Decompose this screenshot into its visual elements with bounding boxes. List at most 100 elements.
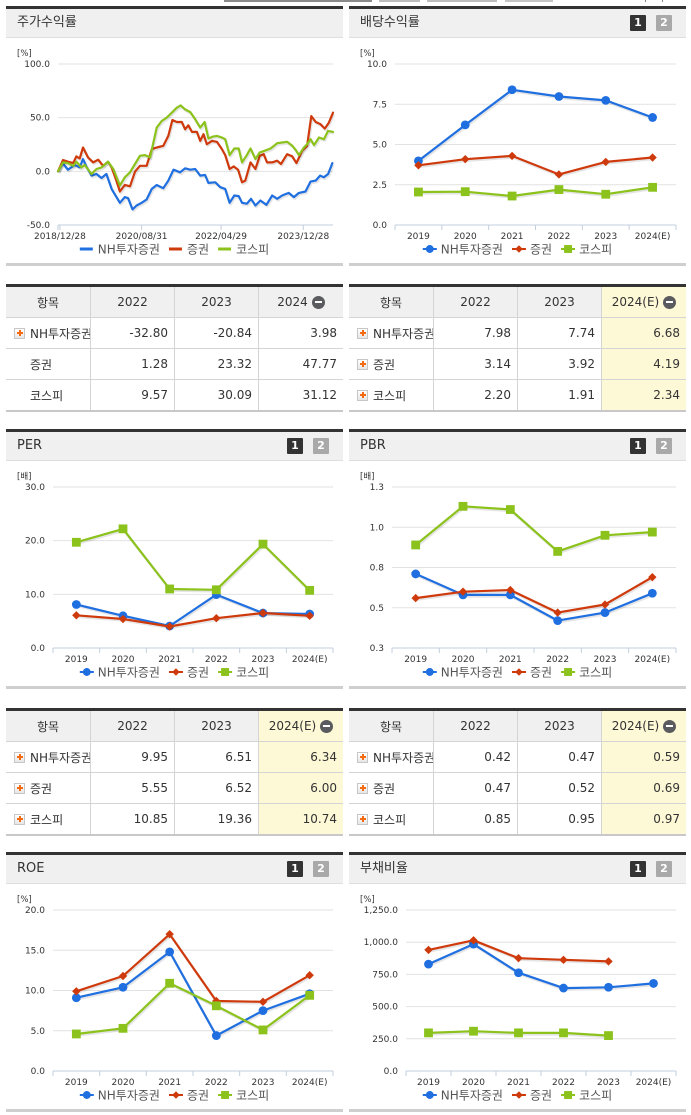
legend-item-kospi[interactable]: 코스피 [561, 1089, 612, 1103]
table-row: 증권 0.47 0.52 0.69 [349, 772, 686, 803]
cutoff-tab-4[interactable] [505, 0, 553, 2]
header-label: 2024(E) [611, 295, 660, 309]
page-1-button[interactable]: 1 [287, 861, 303, 877]
cutoff-tab-2[interactable] [379, 0, 420, 2]
page-1-button[interactable]: 1 [287, 438, 303, 454]
y-unit-label: [%] [360, 49, 375, 59]
data-point-circle-icon [600, 608, 610, 617]
expand-plus-icon[interactable] [357, 358, 368, 370]
y-unit-label: [%] [17, 895, 32, 905]
icon-spacer [14, 359, 25, 370]
collapse-minus-icon[interactable] [663, 295, 677, 309]
collapse-minus-icon[interactable] [320, 719, 334, 733]
y-tick-label: 250.0 [372, 1035, 398, 1045]
row-label-cell: 코스피 [349, 380, 433, 410]
y-tick-label: 0.3 [370, 644, 384, 654]
cutoff-tab-3[interactable] [427, 0, 497, 2]
page-1-button[interactable]: 1 [630, 15, 646, 31]
legend-item-nh[interactable]: NH투자증권 [79, 666, 160, 680]
expand-plus-icon[interactable] [14, 813, 25, 825]
legend-item-sec[interactable]: 증권 [511, 243, 552, 257]
data-point-diamond-icon [411, 593, 420, 603]
legend-item-sec[interactable]: 증권 [511, 666, 552, 680]
expand-plus-icon[interactable] [357, 813, 368, 825]
x-tick-label: 2020 [452, 655, 475, 665]
legend-item-nh[interactable]: NH투자증권 [79, 1089, 160, 1103]
legend-label: 코스피 [579, 1089, 612, 1103]
cutoff-tab-1[interactable] [224, 0, 372, 2]
page-2-button[interactable]: 2 [656, 861, 672, 877]
y-tick-label: 1,000.0 [364, 938, 399, 948]
collapse-minus-icon[interactable] [311, 295, 325, 309]
data-point-square-icon [221, 1091, 230, 1099]
table-row: 증권 5.55 6.52 6.00 [6, 772, 343, 803]
legend-item-nh[interactable]: NH투자증권 [422, 1089, 503, 1103]
header-label: 2022 [460, 295, 491, 309]
header-label: 2022 [117, 295, 148, 309]
col-header-2023: 2023 [174, 711, 258, 741]
y-tick-label: 0.0 [31, 1067, 46, 1077]
value-cell: 31.12 [258, 380, 343, 410]
value-cell: 7.98 [433, 318, 517, 348]
expand-plus-icon[interactable] [14, 751, 25, 763]
legend-item-kospi[interactable]: 코스피 [218, 666, 269, 680]
legend-item-kospi[interactable]: 코스피 [561, 243, 612, 257]
x-tick-label: 2021 [501, 232, 524, 242]
chart-legend: NH투자증권 증권 코스피 [422, 1089, 612, 1103]
pbr-panel: PBR 1 2 [배] 1.3 1.0 0.8 0.5 0.3 2019 2020 2021 20… [349, 429, 686, 689]
page-2-button[interactable]: 2 [656, 15, 672, 31]
legend-item-kospi[interactable]: 코스피 [218, 243, 269, 257]
expand-plus-icon[interactable] [357, 751, 368, 763]
legend-item-nh[interactable]: NH투자증권 [422, 243, 503, 257]
x-tick-label: 2022 [547, 232, 570, 242]
page-2-button[interactable]: 2 [313, 861, 329, 877]
x-tick-label: 2021 [158, 655, 181, 665]
expand-plus-icon[interactable] [14, 782, 25, 794]
series-shadow [76, 529, 312, 593]
header-label: 항목 [36, 295, 60, 310]
expand-plus-icon[interactable] [14, 327, 25, 339]
series-kospi [56, 104, 335, 189]
legend-item-sec[interactable]: 증권 [511, 1089, 552, 1103]
y-tick-label: 5.0 [373, 141, 388, 151]
y-tick-label: 5.0 [31, 1027, 46, 1037]
page-1-button[interactable]: 1 [630, 438, 646, 454]
legend-item-nh[interactable]: NH투자증권 [79, 243, 160, 257]
legend-item-kospi[interactable]: 코스피 [218, 1089, 269, 1103]
table-row: 코스피 2.20 1.91 2.34 [349, 379, 686, 410]
collapse-minus-icon[interactable] [663, 719, 677, 733]
data-point-square-icon [647, 527, 657, 537]
x-tick-label: 2019 [417, 1078, 440, 1088]
series-kospi [411, 501, 657, 556]
value-cell: 3.92 [517, 349, 601, 379]
legend-label: 코스피 [236, 1089, 269, 1103]
data-point-circle-icon [211, 1031, 221, 1040]
page-2-button[interactable]: 2 [313, 438, 329, 454]
data-point-circle-icon [514, 968, 523, 978]
legend-item-sec[interactable]: 증권 [168, 1089, 209, 1103]
row-label: 코스피 [373, 388, 407, 403]
x-tick-label: 2019 [404, 655, 427, 665]
legend-item-nh[interactable]: NH투자증권 [422, 666, 503, 680]
series-sec [414, 151, 657, 179]
y-tick-label: 20.0 [25, 537, 45, 547]
expand-plus-icon[interactable] [357, 782, 368, 794]
expand-plus-icon[interactable] [357, 389, 368, 401]
page-2-button[interactable]: 2 [656, 438, 672, 454]
legend-item-sec[interactable]: 증권 [168, 666, 209, 680]
expand-plus-icon[interactable] [357, 327, 368, 339]
data-point-diamond-icon [72, 987, 81, 996]
y-tick-label: 20.0 [25, 906, 45, 916]
page-1-button[interactable]: 1 [630, 861, 646, 877]
data-point-diamond-icon [559, 955, 568, 965]
legend-item-sec[interactable]: 증권 [168, 243, 209, 257]
row-label: NH투자증권 [373, 750, 436, 765]
table-header-row: 항목 2022 2023 2024 [6, 287, 343, 317]
legend-item-kospi[interactable]: 코스피 [561, 666, 612, 680]
series-sec [56, 111, 336, 195]
series-line-kospi [414, 505, 654, 553]
data-point-square-icon [564, 1091, 573, 1099]
series-shadow [77, 613, 311, 630]
data-point-circle-icon [505, 590, 515, 600]
series-line-kospi [56, 104, 335, 187]
